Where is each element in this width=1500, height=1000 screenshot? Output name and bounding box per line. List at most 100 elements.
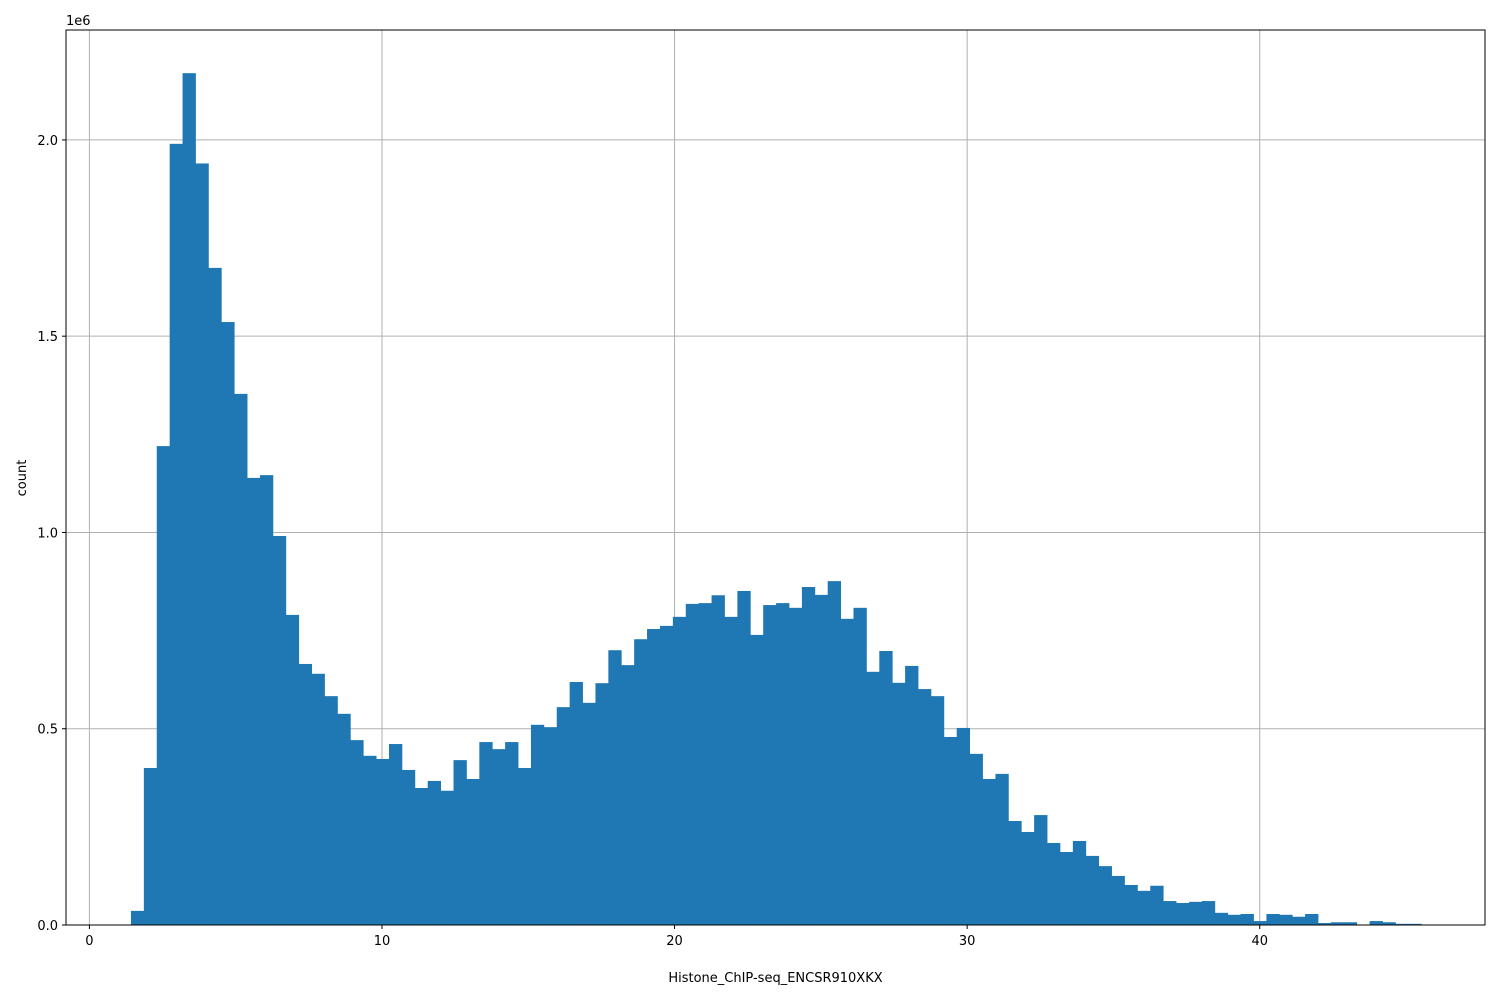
histogram-bar bbox=[969, 753, 983, 925]
histogram-bar bbox=[414, 788, 429, 925]
histogram-bar bbox=[1059, 851, 1074, 925]
histogram-bar bbox=[556, 707, 571, 925]
histogram-bar bbox=[827, 581, 841, 925]
histogram-bar bbox=[311, 673, 325, 925]
histogram-bar bbox=[956, 727, 971, 925]
histogram-bar bbox=[1176, 903, 1190, 925]
histogram-bar bbox=[763, 605, 777, 925]
x-tick-label: 0 bbox=[85, 934, 93, 949]
histogram-bar bbox=[1305, 914, 1319, 925]
histogram-bar bbox=[1395, 923, 1409, 925]
histogram-bar bbox=[750, 634, 764, 925]
histogram-bar bbox=[1072, 840, 1087, 925]
histogram-bar bbox=[1085, 855, 1100, 925]
histogram-bar bbox=[1279, 914, 1293, 925]
histogram-bar bbox=[1163, 901, 1177, 925]
histogram-bar bbox=[685, 603, 700, 925]
histogram-bar bbox=[363, 755, 377, 925]
histogram-bar bbox=[272, 535, 287, 925]
histogram-bar bbox=[389, 744, 403, 925]
histogram-bar bbox=[943, 736, 958, 925]
histogram-bar bbox=[440, 790, 454, 925]
histogram-bar bbox=[298, 663, 312, 925]
x-tick-label: 40 bbox=[1251, 934, 1268, 949]
histogram-bar bbox=[518, 767, 532, 925]
histogram-bar bbox=[466, 778, 480, 925]
histogram-bar bbox=[1111, 875, 1125, 925]
histogram-bar bbox=[582, 702, 596, 925]
histogram-bar bbox=[1008, 820, 1022, 925]
histogram-bar bbox=[853, 607, 867, 925]
x-axis-label: Histone_ChIP-seq_ENCSR910XKX bbox=[668, 971, 882, 986]
y-offset-label: 1e6 bbox=[66, 14, 91, 29]
y-tick-label: 2.0 bbox=[37, 134, 58, 149]
histogram-bar bbox=[285, 614, 300, 925]
y-tick-label: 0.5 bbox=[37, 723, 58, 738]
y-tick-label: 1.0 bbox=[37, 526, 58, 541]
histogram-bar bbox=[182, 73, 196, 926]
histogram-bar bbox=[995, 773, 1009, 925]
histogram-bar bbox=[505, 742, 519, 925]
histogram-bar bbox=[453, 760, 467, 925]
histogram-bar bbox=[1343, 922, 1358, 925]
histogram-bar bbox=[1240, 914, 1254, 925]
histogram-bar bbox=[621, 665, 635, 925]
histogram-bar bbox=[866, 671, 880, 925]
histogram-bar bbox=[130, 910, 145, 925]
histogram-bar bbox=[1317, 923, 1332, 925]
histogram-bar bbox=[401, 769, 416, 925]
histogram-bar bbox=[479, 742, 493, 925]
histogram-bar bbox=[711, 595, 725, 925]
histogram-bar bbox=[1330, 922, 1345, 925]
histogram-bar bbox=[892, 682, 906, 925]
histogram-bar bbox=[918, 689, 932, 925]
histogram-bar bbox=[376, 758, 390, 925]
histogram-bar bbox=[234, 393, 248, 925]
histogram-bar bbox=[350, 740, 364, 925]
histogram-bar bbox=[1188, 901, 1203, 925]
y-axis-ticks: 0.0 0.5 1.0 1.5 2.0 bbox=[37, 134, 66, 934]
histogram-bar bbox=[595, 683, 609, 925]
histogram-bar bbox=[788, 607, 803, 925]
histogram-bar bbox=[195, 163, 209, 925]
histogram-bar bbox=[1369, 921, 1383, 925]
histogram-bar bbox=[982, 778, 996, 925]
histogram-bar bbox=[905, 665, 919, 925]
histogram-bar bbox=[608, 650, 622, 925]
histogram-bar bbox=[1266, 914, 1280, 925]
x-axis-ticks: 0 10 20 30 40 bbox=[85, 925, 1268, 949]
histogram-bar bbox=[1098, 866, 1112, 925]
x-tick-label: 30 bbox=[959, 934, 976, 949]
y-tick-label: 0.0 bbox=[37, 919, 58, 934]
histogram-bar bbox=[1150, 885, 1164, 925]
histogram-bar bbox=[143, 767, 158, 925]
histogram-bar bbox=[543, 727, 558, 925]
y-tick-label: 1.5 bbox=[37, 330, 58, 345]
histogram-bar bbox=[634, 639, 648, 925]
histogram-bar bbox=[221, 322, 235, 926]
histogram-bar bbox=[1214, 912, 1229, 925]
histogram-bar bbox=[259, 475, 274, 925]
histogram-bar bbox=[1408, 923, 1422, 925]
histogram-bar bbox=[1124, 884, 1138, 925]
histogram-bar bbox=[324, 696, 338, 925]
histogram-bar bbox=[427, 780, 442, 925]
histogram-bar bbox=[169, 143, 183, 926]
histogram-bar bbox=[647, 629, 661, 925]
histogram-bar bbox=[569, 682, 583, 925]
histogram-bar bbox=[1021, 831, 1035, 925]
histogram-bar bbox=[337, 713, 351, 925]
histogram-bar bbox=[208, 267, 222, 925]
histogram-bar bbox=[698, 603, 712, 925]
x-tick-label: 10 bbox=[374, 934, 391, 949]
histogram-bar bbox=[1227, 914, 1241, 925]
histogram-bar bbox=[724, 616, 738, 925]
histogram-bar bbox=[840, 618, 854, 925]
histogram-bars bbox=[130, 73, 1422, 926]
y-axis-label: count bbox=[15, 460, 30, 497]
histogram-bar bbox=[492, 749, 506, 925]
histogram-bar bbox=[1253, 921, 1267, 925]
histogram-bar bbox=[1201, 901, 1216, 925]
plot-frame bbox=[65, 29, 1486, 926]
